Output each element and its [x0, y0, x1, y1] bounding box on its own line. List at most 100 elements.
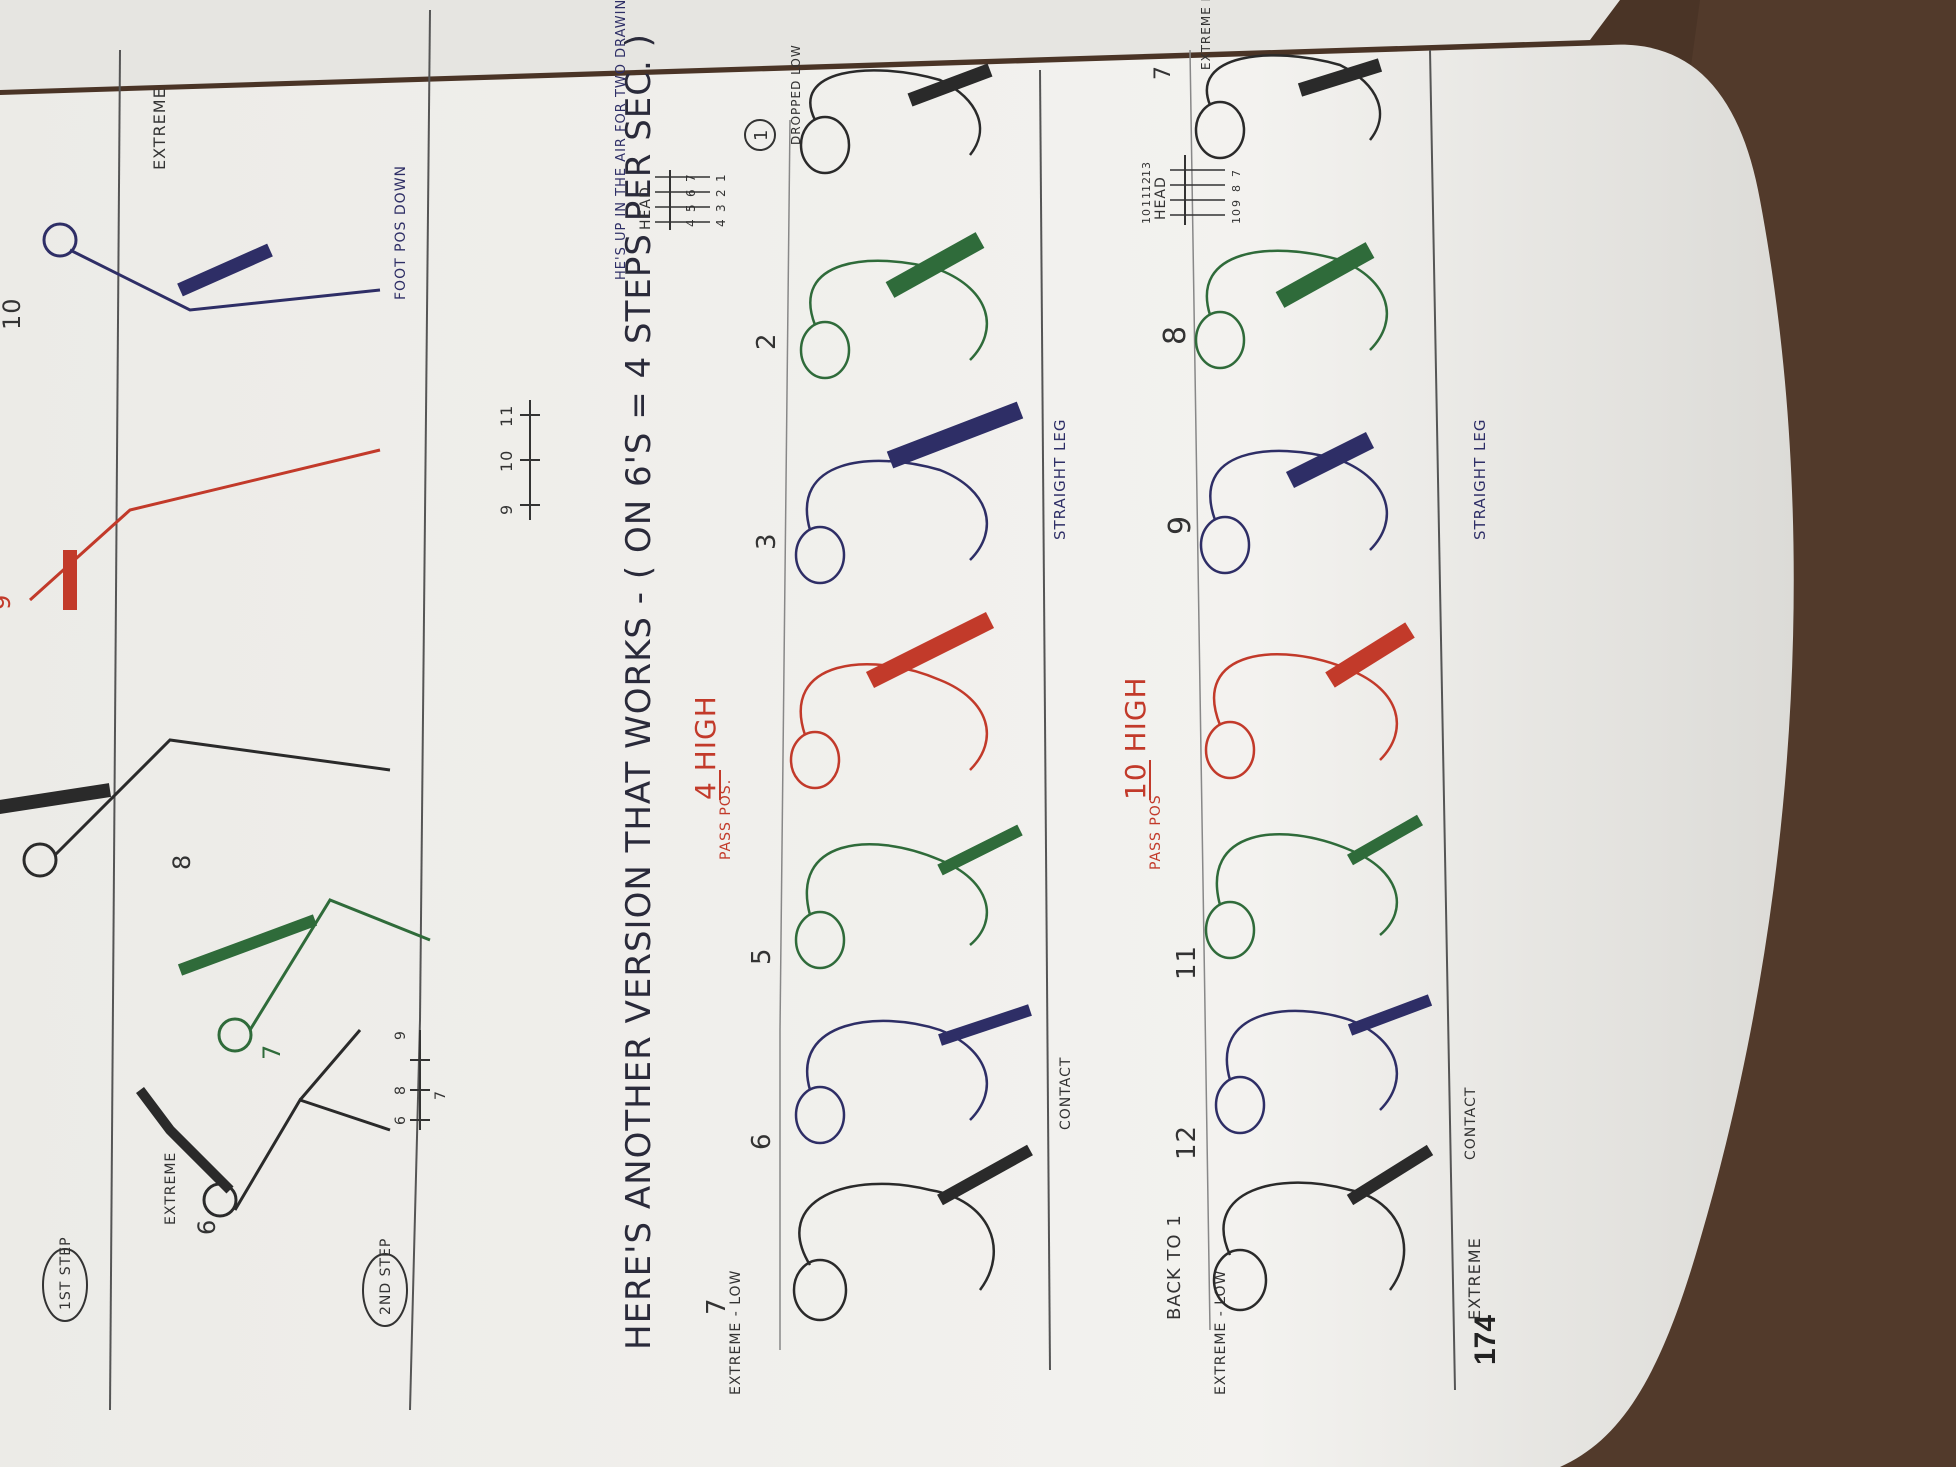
- first-step-circle: [42, 1248, 88, 1322]
- svg-text:9: 9: [1230, 199, 1243, 207]
- back-page: [0, 0, 1620, 90]
- row1-pass-pos: PASS POS.: [718, 779, 734, 860]
- row2-back-to: BACK TO 1: [1164, 1214, 1185, 1320]
- row1-figure-green: [794, 824, 1023, 970]
- page-content: 174 HERE'S ANOTHER VERSION THAT WORKS - …: [0, 0, 1502, 1411]
- row2-figure-red: [1204, 622, 1415, 780]
- row-1: EXTREME - LOW 7 6 5 3 2 1 CONTACT PASS P…: [614, 0, 1074, 1395]
- row-2: BACK TO 1 EXTREME - LOW 12 11 9 8 7 CONT…: [1119, 0, 1489, 1395]
- row2-frame-11: 11: [1172, 945, 1202, 980]
- top-figure-red: [28, 448, 381, 610]
- row2-figure-black: [1212, 1144, 1434, 1312]
- row2-frame-9: 9: [1163, 515, 1198, 535]
- row2-frame-8: 8: [1158, 325, 1193, 345]
- top-frame-7: 7: [258, 1044, 286, 1060]
- foot-pos-down: FOOT POS DOWN: [393, 165, 409, 300]
- svg-text:HEAD: HEAD: [638, 186, 654, 230]
- row1-frame-1-circle: [744, 119, 776, 151]
- top-frame-6: 6: [193, 1219, 221, 1235]
- top-ground-line: [109, 49, 121, 1411]
- svg-text:6: 6: [684, 188, 698, 197]
- tick-chart-big: 9 10 11: [497, 400, 540, 520]
- row1-straight-leg: STRAIGHT LEG: [1051, 419, 1069, 540]
- svg-text:10: 10: [497, 450, 516, 472]
- row1-high: 4 HIGH: [689, 695, 722, 800]
- row1-frame-3: 3: [752, 532, 782, 550]
- row1-figure-blue: [794, 1004, 1032, 1145]
- page-heading: HERE'S ANOTHER VERSION THAT WORKS - ( ON…: [619, 33, 659, 1350]
- row1-head-chart: HEAD 4 5 6 7 4 3 2 1: [638, 170, 728, 230]
- second-step-label: 2ND STEP: [378, 1238, 394, 1315]
- top-figure-black: [136, 1029, 391, 1218]
- svg-text:11: 11: [1140, 191, 1153, 207]
- row1-figure-black: [792, 1144, 1033, 1322]
- row2-frame-12: 12: [1172, 1125, 1202, 1160]
- row2-figure-green: [1204, 814, 1423, 960]
- svg-text:5: 5: [684, 203, 698, 212]
- svg-text:6: 6: [393, 1115, 409, 1125]
- top-ground-line-3: [419, 9, 431, 1021]
- svg-text:3: 3: [714, 203, 728, 212]
- row2-figure-blue: [1214, 994, 1433, 1135]
- row2-pass-pos: PASS POS: [1148, 794, 1164, 870]
- top-ground-line-2: [409, 1019, 421, 1411]
- row1-figure-black-2: [799, 63, 993, 175]
- top-figure-green: [177, 898, 431, 1053]
- row1-frame-2: 2: [752, 332, 782, 350]
- svg-text:4: 4: [684, 218, 698, 227]
- svg-text:2: 2: [714, 188, 728, 197]
- svg-text:12: 12: [1140, 176, 1153, 192]
- svg-text:1: 1: [714, 173, 728, 182]
- svg-text:8: 8: [393, 1085, 409, 1095]
- row1-contact: CONTACT: [1058, 1057, 1074, 1130]
- row2-figure-blue-2: [1199, 431, 1388, 575]
- row1-figure-red: [789, 611, 995, 790]
- svg-text:HEAD: HEAD: [1153, 176, 1169, 220]
- row1-ground-line: [1039, 69, 1051, 1371]
- row1-left-label: EXTREME - LOW: [728, 1270, 744, 1395]
- row1-figure-blue-2: [794, 401, 1024, 585]
- second-step-circle: [362, 1253, 408, 1327]
- row2-contact: CONTACT: [1463, 1087, 1479, 1160]
- svg-text:10: 10: [1140, 208, 1153, 224]
- svg-text:4: 4: [714, 218, 728, 227]
- row2-figure-black-2: [1194, 54, 1383, 160]
- row2-top-line: [1189, 49, 1211, 1331]
- row1-frame-1: 1: [751, 129, 772, 141]
- tick-chart-small: 6 8 9 7: [393, 1030, 449, 1130]
- top-strip: 1ST STEP 2ND STEP EXTREME EXTREME 6 7 8 …: [0, 9, 540, 1411]
- row1-frame-5: 5: [747, 947, 777, 965]
- row2-extreme-low-right: EXTREME LOW: [1199, 0, 1213, 70]
- page-number: 174: [1469, 1315, 1502, 1365]
- row1-dropped-low: DROPPED LOW: [789, 44, 803, 145]
- svg-text:10: 10: [1230, 208, 1243, 224]
- svg-text:7: 7: [1230, 169, 1243, 177]
- row2-ground-line: [1429, 49, 1456, 1391]
- row2-head-chart: HEAD 10 11 12 13 10 9 8 7: [1140, 155, 1243, 225]
- svg-text:9: 9: [497, 504, 516, 515]
- row2-extreme: EXTREME: [1465, 1237, 1484, 1320]
- top-extreme-right: EXTREME: [150, 87, 169, 170]
- svg-text:9: 9: [393, 1030, 409, 1040]
- row1-frame-6: 6: [747, 1132, 777, 1150]
- top-frame-9: 9: [0, 594, 16, 610]
- book-page: [0, 44, 1794, 1467]
- svg-text:11: 11: [497, 405, 516, 427]
- svg-text:8: 8: [1230, 184, 1243, 192]
- row2-frame-7: 7: [1151, 65, 1176, 80]
- svg-text:13: 13: [1140, 161, 1153, 177]
- row2-left-label: EXTREME - LOW: [1213, 1270, 1229, 1395]
- row1-frame-7: 7: [702, 1297, 732, 1315]
- top-figure-blue: [42, 222, 381, 312]
- svg-text:7: 7: [684, 173, 698, 182]
- row2-figure-green-2: [1194, 242, 1388, 370]
- top-figure-black-2: [0, 738, 391, 878]
- row2-high: 10 HIGH: [1119, 676, 1152, 800]
- top-frame-10: 10: [0, 297, 26, 330]
- top-frame-8: 8: [168, 854, 196, 870]
- top-extreme-label: EXTREME: [163, 1152, 179, 1225]
- row1-air-note: HE'S UP IN THE AIR FOR TWO DRAWINGS: [614, 0, 629, 280]
- row1-figure-green-2: [799, 232, 988, 380]
- svg-text:7: 7: [433, 1090, 449, 1100]
